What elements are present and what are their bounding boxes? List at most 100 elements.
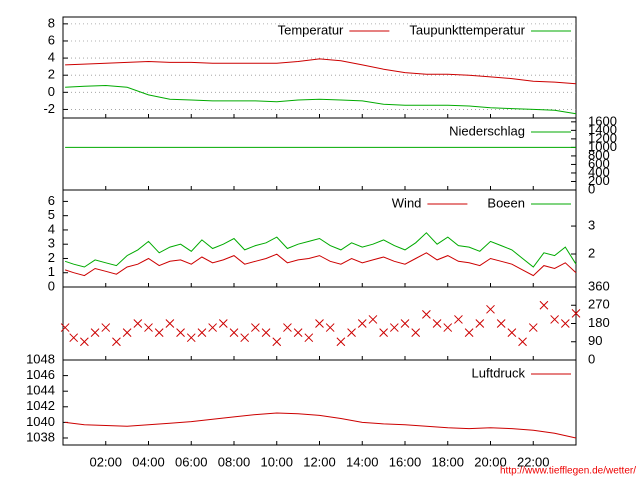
y-tick-label: 0	[48, 84, 55, 99]
legend-label: Taupunkttemperatur	[409, 22, 525, 37]
point	[454, 315, 463, 324]
y2-tick-label: 2	[588, 245, 595, 260]
series-line	[64, 232, 577, 268]
point	[101, 323, 111, 332]
point	[112, 337, 121, 347]
point	[486, 304, 495, 314]
x-tick-label: 08:00	[218, 454, 251, 469]
point	[197, 328, 207, 337]
x-tick-label: 10:00	[260, 454, 293, 469]
x-tick-label: 18:00	[431, 454, 464, 469]
y-tick-label: 5	[48, 207, 55, 222]
y-tick-label: 4	[48, 50, 55, 65]
y-tick-label: 180	[588, 315, 610, 330]
y-tick-label: 3	[48, 236, 55, 251]
point	[336, 337, 346, 347]
legend-label: Boeen	[487, 195, 525, 210]
y-tick-label: 1042	[26, 398, 55, 413]
series-line	[65, 412, 577, 439]
y-tick-label: 0	[588, 351, 595, 366]
point	[240, 333, 250, 343]
legend-label: Wind	[392, 195, 422, 210]
y-tick-label: 0	[588, 181, 595, 196]
point	[518, 337, 527, 347]
point	[528, 323, 538, 332]
y-tick-label: 200	[588, 173, 610, 188]
point	[357, 319, 367, 328]
point	[496, 319, 506, 328]
x-tick-label: 02:00	[89, 454, 122, 469]
point	[507, 328, 517, 337]
point	[422, 310, 431, 319]
y-tick-label: 400	[588, 164, 610, 179]
point	[272, 337, 282, 347]
point	[432, 319, 442, 328]
y-tick-label: 1040	[26, 414, 55, 429]
point	[186, 333, 196, 343]
point	[60, 323, 70, 332]
point	[539, 300, 549, 310]
footer-url: http://www.tiefflegen.de/wetter/	[500, 466, 636, 477]
point	[389, 323, 399, 332]
y2-tick-label: 3	[588, 217, 595, 232]
point	[176, 328, 185, 337]
point	[475, 319, 485, 328]
point	[90, 328, 100, 337]
y-tick-label: 1044	[26, 383, 55, 398]
y-tick-label: 1	[48, 264, 55, 279]
y-tick-label: 0	[48, 278, 55, 293]
point	[464, 328, 474, 337]
point	[368, 315, 378, 324]
y-tick-label: 600	[588, 156, 610, 171]
x-tick-label: 14:00	[346, 454, 379, 469]
y-tick-label: 1038	[26, 429, 55, 444]
x-tick-label: 06:00	[175, 454, 208, 469]
y-tick-label: 800	[588, 147, 610, 162]
point	[69, 333, 79, 343]
y-tick-label: 4	[48, 221, 55, 236]
point	[315, 319, 324, 328]
point	[144, 323, 153, 332]
y-tick-label: 6	[48, 193, 55, 208]
x-tick-label: 12:00	[303, 454, 336, 469]
point	[379, 328, 388, 337]
y-tick-label: 6	[48, 32, 55, 47]
y-tick-label: 2	[48, 250, 55, 265]
point	[571, 309, 581, 318]
series-line	[64, 252, 577, 277]
y-tick-label: 90	[588, 333, 602, 348]
y-tick-label: 2	[48, 67, 55, 82]
y-tick-label: 1046	[26, 367, 55, 382]
point	[218, 319, 228, 328]
point	[122, 328, 132, 337]
point	[443, 323, 453, 332]
y-tick-label: -2	[43, 101, 55, 116]
series-line	[65, 84, 577, 115]
y-tick-label: 1400	[588, 122, 617, 137]
point	[560, 319, 570, 328]
y-tick-label: 1600	[588, 113, 617, 128]
series-line	[65, 58, 577, 85]
y-tick-label: 8	[48, 15, 55, 30]
point	[261, 328, 271, 337]
point	[400, 319, 410, 328]
point	[411, 328, 421, 337]
y-tick-label: 270	[588, 297, 610, 312]
x-tick-label: 16:00	[389, 454, 422, 469]
y-tick-label: 1000	[588, 139, 617, 154]
x-tick-label: 20:00	[474, 454, 507, 469]
point	[283, 323, 292, 332]
point	[80, 337, 89, 347]
point	[347, 328, 356, 337]
x-tick-label: 04:00	[132, 454, 165, 469]
point	[229, 328, 239, 337]
y-tick-label: 360	[588, 278, 610, 293]
point	[293, 328, 303, 337]
point	[208, 323, 217, 332]
point	[133, 319, 143, 328]
point	[325, 323, 335, 332]
point	[251, 323, 260, 332]
y-tick-label: 1048	[26, 351, 55, 366]
